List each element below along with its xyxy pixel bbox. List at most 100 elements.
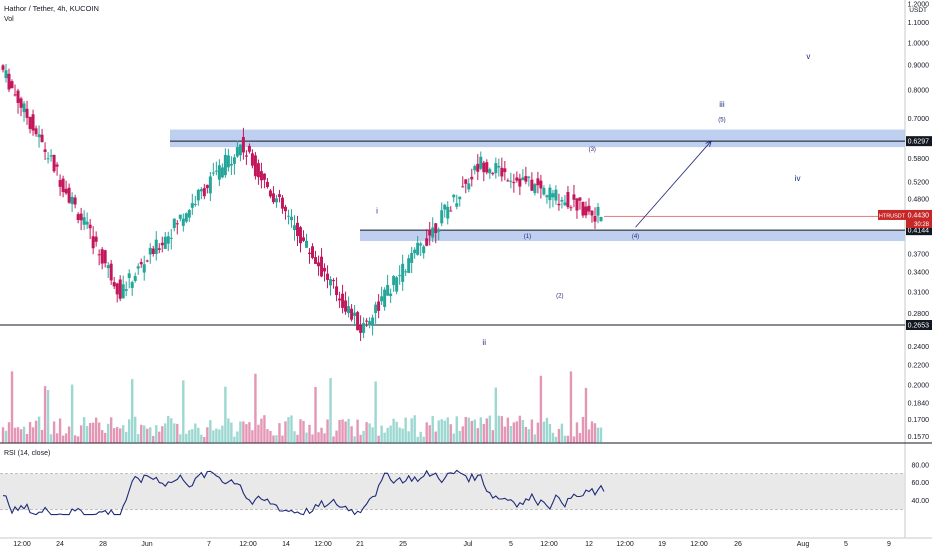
candle-body — [235, 147, 239, 157]
volume-bar — [308, 424, 311, 443]
candle-body — [25, 108, 29, 118]
volume-bar — [416, 436, 419, 443]
candle-body — [271, 193, 275, 203]
volume-bar — [173, 423, 176, 443]
candle-body — [112, 282, 116, 287]
candle-body — [274, 198, 278, 203]
volume-bar — [566, 435, 570, 443]
volume-bar — [386, 427, 389, 443]
volume-bar — [329, 377, 332, 443]
volume-bar — [37, 416, 41, 443]
volume-bar — [67, 426, 71, 443]
candle-body — [298, 227, 302, 244]
candle-body — [31, 114, 35, 131]
candle-body — [461, 186, 465, 188]
candle-body — [34, 128, 38, 135]
candle-body — [587, 205, 591, 212]
volume-bar — [413, 415, 416, 443]
candle-body — [157, 248, 161, 250]
candle-body — [338, 298, 342, 301]
rsi-band — [0, 473, 905, 510]
candle-body — [539, 180, 543, 189]
candle-body — [193, 204, 197, 206]
price-axis-label: 0.2000 — [908, 383, 930, 390]
rsi-axis-label: 80.00 — [911, 462, 929, 469]
candle-body — [527, 176, 531, 178]
time-axis-label: Jul — [464, 541, 473, 548]
volume-bar — [236, 431, 239, 443]
volume-bar — [584, 387, 588, 443]
candle-body — [557, 203, 561, 206]
time-axis-label: Jun — [141, 541, 152, 548]
candle-body — [19, 98, 23, 108]
volume-bar — [215, 428, 218, 443]
volume-bar — [188, 430, 191, 443]
candle-body — [187, 210, 191, 218]
volume-bar — [530, 419, 534, 443]
volume-bar — [224, 386, 227, 443]
candle-body — [127, 273, 131, 279]
volume-bar — [112, 428, 116, 443]
volume-bar — [527, 429, 531, 443]
volume-bar — [13, 427, 17, 443]
time-axis-label: 7 — [207, 541, 211, 548]
candle-body — [464, 179, 468, 184]
volume-bar — [19, 429, 23, 443]
volume-bar — [251, 430, 254, 443]
time-axis-label: 12:00 — [13, 541, 31, 548]
volume-bar — [455, 416, 458, 443]
volume-bar — [194, 423, 197, 443]
candle-body — [79, 213, 83, 221]
candle-body — [73, 197, 77, 205]
volume-bar — [491, 430, 495, 443]
candle-body — [61, 178, 65, 192]
candle-body — [317, 262, 321, 267]
candle-body — [440, 210, 444, 224]
candle-body — [398, 275, 402, 277]
volume-bar — [103, 432, 107, 443]
candle-body — [497, 165, 501, 168]
candle-body — [494, 163, 498, 174]
volume-bar — [362, 430, 365, 443]
rsi-line — [2, 469, 605, 516]
volume-bar — [28, 422, 32, 443]
quote-currency-label: USDT — [909, 7, 927, 14]
candle-body — [13, 94, 17, 96]
candle-body — [28, 117, 32, 129]
candle-body — [410, 252, 414, 263]
time-axis-label: 25 — [399, 541, 407, 548]
volume-bar — [170, 418, 173, 443]
candle-body — [491, 173, 495, 175]
price-axis-label: 0.1700 — [908, 417, 930, 424]
volume-bar — [503, 426, 507, 443]
ticker-badge-label: HTRUSDT — [879, 213, 906, 219]
candle-body — [121, 284, 125, 299]
candle-body — [196, 189, 200, 201]
volume-bar — [118, 428, 122, 443]
candle-body — [262, 173, 266, 180]
candle-body — [64, 188, 68, 194]
candle-body — [344, 300, 348, 312]
symbol-title: Hathor / Tether, 4h, KUCOIN — [4, 4, 99, 13]
volume-bar — [257, 424, 260, 443]
volume-bar — [443, 420, 446, 443]
candle-body — [40, 134, 44, 143]
candle-body — [512, 182, 516, 184]
volume-bar — [97, 422, 101, 443]
volume-bar — [70, 384, 74, 443]
projection-arrow-line[interactable] — [635, 140, 712, 228]
candle-body — [470, 176, 474, 180]
volume-bar — [94, 417, 98, 443]
volume-bar — [341, 419, 344, 443]
rsi-axis-label: 40.00 — [911, 498, 929, 505]
time-axis-label: 9 — [887, 541, 891, 548]
candle-body — [590, 210, 594, 216]
volume-bar — [497, 415, 501, 443]
volume-bar — [398, 427, 401, 443]
candle-body — [404, 271, 408, 273]
volume-bar — [590, 421, 594, 443]
volume-bar — [401, 428, 404, 443]
volume-bar — [245, 424, 248, 443]
volume-bar — [40, 429, 44, 443]
